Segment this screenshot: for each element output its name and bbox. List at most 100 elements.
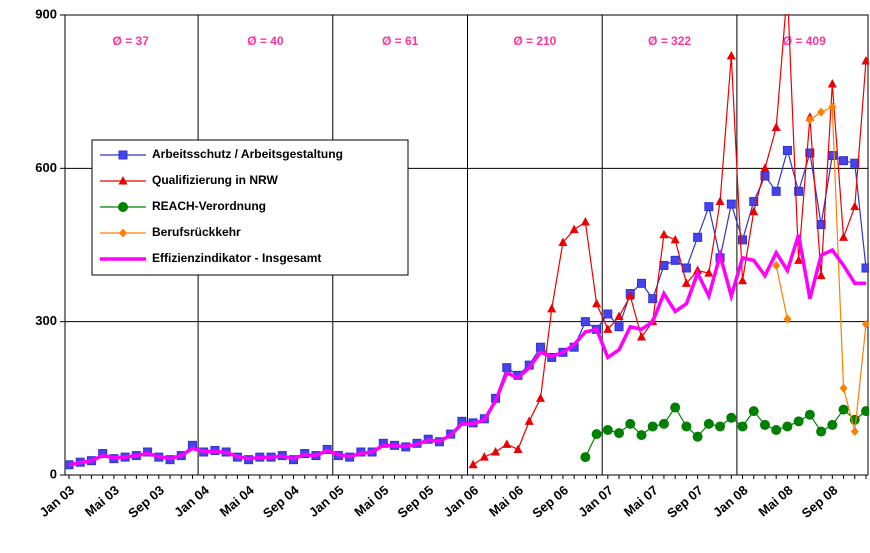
marker	[681, 278, 691, 287]
x-tick-label: Jan 06	[441, 482, 482, 520]
marker	[816, 270, 826, 280]
marker	[118, 150, 128, 160]
marker	[704, 202, 714, 212]
marker	[524, 416, 534, 425]
x-tick-label: Sep 07	[664, 482, 706, 520]
y-tick-label: 0	[50, 466, 57, 481]
marker	[850, 201, 860, 211]
x-tick-label: Sep 05	[395, 482, 437, 520]
marker	[839, 232, 849, 241]
marker	[670, 234, 680, 244]
marker	[827, 419, 838, 430]
marker	[738, 235, 748, 245]
marker	[749, 206, 759, 216]
marker	[118, 176, 128, 185]
average-annotation: Ø = 210	[513, 34, 556, 48]
marker	[783, 314, 792, 324]
x-tick-label: Sep 04	[260, 482, 302, 521]
marker	[794, 255, 804, 264]
marker	[771, 122, 781, 131]
series-layer	[65, 14, 869, 470]
marker	[861, 263, 869, 273]
marker	[603, 309, 613, 319]
marker	[726, 412, 737, 423]
marker	[782, 145, 792, 155]
x-tick-label: Sep 08	[799, 482, 841, 520]
legend-label: Qualifizierung in NRW	[152, 173, 278, 187]
marker	[839, 383, 848, 393]
marker	[726, 50, 736, 60]
x-tick-label: Jan 07	[575, 482, 616, 520]
marker	[659, 229, 669, 239]
average-annotation: Ø = 409	[783, 34, 826, 48]
marker	[850, 427, 859, 437]
marker	[118, 202, 128, 212]
legend-label: REACH-Verordnung	[152, 199, 266, 213]
marker	[513, 444, 523, 453]
x-tick-label: Sep 03	[125, 482, 167, 520]
marker	[592, 298, 602, 308]
marker	[119, 228, 127, 238]
marker	[614, 311, 624, 321]
marker	[805, 148, 815, 158]
marker	[547, 303, 557, 313]
marker	[838, 404, 849, 415]
marker	[760, 163, 770, 172]
x-tick-label: Jan 03	[36, 482, 77, 520]
marker	[692, 431, 703, 442]
marker	[625, 418, 636, 429]
series-line	[68, 234, 866, 467]
marker	[648, 294, 658, 304]
marker	[738, 275, 748, 285]
marker	[726, 199, 736, 209]
marker	[636, 430, 647, 441]
marker	[794, 186, 804, 196]
legend: Arbeitsschutz / Arbeitsgestaltung Qualifi…	[91, 139, 409, 276]
marker	[816, 426, 827, 437]
marker	[704, 268, 714, 277]
marker	[479, 452, 489, 461]
marker	[827, 151, 837, 161]
average-annotation: Ø = 322	[648, 34, 691, 48]
marker	[715, 196, 725, 206]
marker	[614, 428, 625, 439]
legend-label: Berufsrückkehr	[152, 225, 241, 239]
x-tick-label: Mai 06	[486, 482, 526, 519]
marker	[850, 158, 860, 168]
x-tick-label: Jan 04	[171, 482, 212, 520]
marker	[737, 421, 748, 432]
marker	[805, 115, 814, 125]
marker	[614, 322, 624, 332]
average-annotation: Ø = 37	[113, 34, 150, 48]
marker	[771, 186, 781, 196]
legend-label: Arbeitsschutz / Arbeitsgestaltung	[152, 147, 343, 161]
x-tick-label: Sep 06	[529, 482, 571, 520]
marker	[760, 171, 770, 181]
marker	[502, 439, 512, 448]
x-tick-label: Mai 04	[217, 482, 258, 520]
x-tick-label: Mai 07	[621, 482, 661, 519]
marker	[569, 224, 579, 234]
marker	[580, 317, 590, 327]
average-annotation: Ø = 40	[247, 34, 284, 48]
x-tick-label: Jan 05	[306, 482, 347, 520]
marker	[468, 459, 478, 469]
y-tick-label: 900	[35, 6, 57, 21]
x-tick-label: Mai 08	[755, 482, 795, 519]
x-tick-label: Mai 03	[82, 482, 122, 519]
marker	[861, 56, 869, 65]
marker	[658, 418, 669, 429]
marker	[703, 418, 714, 429]
marker	[749, 197, 759, 207]
marker	[491, 447, 501, 456]
x-tick-label: Mai 05	[351, 482, 391, 519]
marker	[772, 260, 781, 270]
marker	[558, 237, 568, 246]
marker	[693, 232, 703, 242]
marker	[681, 421, 692, 432]
marker	[839, 156, 849, 166]
y-tick-label: 300	[35, 313, 57, 328]
marker	[793, 416, 804, 427]
marker	[502, 363, 512, 373]
